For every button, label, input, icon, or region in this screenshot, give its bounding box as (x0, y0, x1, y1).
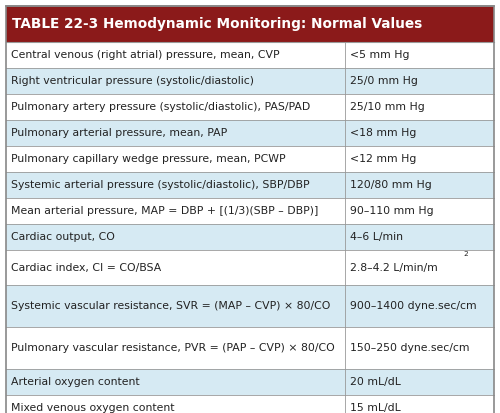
Text: Arterial oxygen content: Arterial oxygen content (11, 377, 140, 387)
Bar (6, 94, 494, 120)
Text: 150–250 dyne.sec/cm: 150–250 dyne.sec/cm (350, 343, 470, 353)
Text: Pulmonary capillary wedge pressure, mean, PCWP: Pulmonary capillary wedge pressure, mean… (11, 154, 285, 164)
Text: TABLE 22-3 Hemodynamic Monitoring: Normal Values: TABLE 22-3 Hemodynamic Monitoring: Norma… (12, 17, 422, 31)
Text: Cardiac output, CO: Cardiac output, CO (11, 232, 115, 242)
Bar (6, 6, 494, 42)
Text: <12 mm Hg: <12 mm Hg (350, 154, 416, 164)
Bar (6, 172, 494, 198)
Bar (6, 146, 494, 172)
Text: 25/0 mm Hg: 25/0 mm Hg (350, 76, 418, 86)
Bar (6, 285, 494, 327)
Bar (6, 42, 494, 68)
Bar (6, 68, 494, 94)
Text: 15 mL/dL: 15 mL/dL (350, 403, 401, 413)
Text: Mean arterial pressure, MAP = DBP + [(1/3)(SBP – DBP)]: Mean arterial pressure, MAP = DBP + [(1/… (11, 206, 318, 216)
Text: 2.8–4.2 L/min/m: 2.8–4.2 L/min/m (350, 263, 438, 273)
Text: Pulmonary arterial pressure, mean, PAP: Pulmonary arterial pressure, mean, PAP (11, 128, 227, 138)
Text: Pulmonary artery pressure (systolic/diastolic), PAS/PAD: Pulmonary artery pressure (systolic/dias… (11, 102, 310, 112)
Text: 900–1400 dyne.sec/cm: 900–1400 dyne.sec/cm (350, 301, 477, 311)
Bar (6, 198, 494, 224)
Text: Pulmonary vascular resistance, PVR = (PAP – CVP) × 80/CO: Pulmonary vascular resistance, PVR = (PA… (11, 343, 335, 353)
Text: Systemic vascular resistance, SVR = (MAP – CVP) × 80/CO: Systemic vascular resistance, SVR = (MAP… (11, 301, 330, 311)
Bar (6, 224, 494, 250)
Text: Right ventricular pressure (systolic/diastolic): Right ventricular pressure (systolic/dia… (11, 76, 254, 86)
Text: 4–6 L/min: 4–6 L/min (350, 232, 403, 242)
Text: <18 mm Hg: <18 mm Hg (350, 128, 416, 138)
Text: <5 mm Hg: <5 mm Hg (350, 50, 410, 60)
Text: 90–110 mm Hg: 90–110 mm Hg (350, 206, 434, 216)
Text: 120/80 mm Hg: 120/80 mm Hg (350, 180, 432, 190)
Text: Central venous (right atrial) pressure, mean, CVP: Central venous (right atrial) pressure, … (11, 50, 280, 60)
Text: 20 mL/dL: 20 mL/dL (350, 377, 401, 387)
Bar (6, 327, 494, 369)
Bar (6, 395, 494, 413)
Text: Cardiac index, CI = CO/BSA: Cardiac index, CI = CO/BSA (11, 263, 161, 273)
Text: 2: 2 (464, 251, 468, 257)
Bar (6, 250, 494, 285)
Bar (6, 369, 494, 395)
Text: Mixed venous oxygen content: Mixed venous oxygen content (11, 403, 174, 413)
Text: Systemic arterial pressure (systolic/diastolic), SBP/DBP: Systemic arterial pressure (systolic/dia… (11, 180, 310, 190)
Bar (6, 120, 494, 146)
Text: 25/10 mm Hg: 25/10 mm Hg (350, 102, 425, 112)
